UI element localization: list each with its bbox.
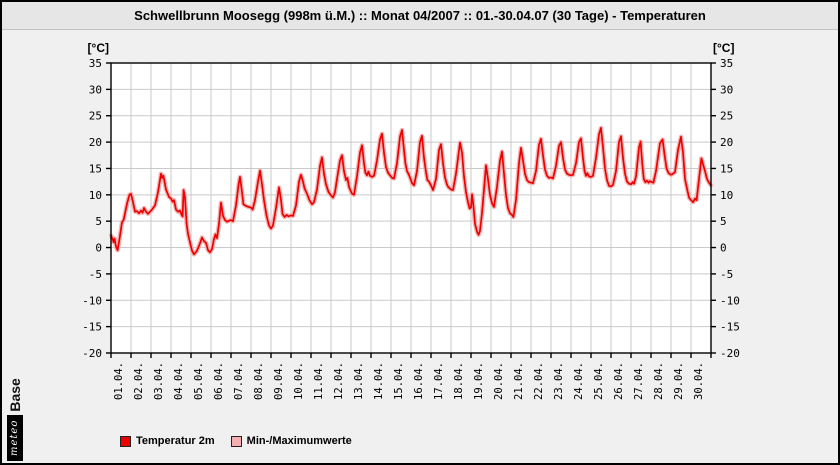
legend-item-minmax: Min-/Maximumwerte bbox=[230, 435, 352, 447]
minmax-swatch-icon bbox=[230, 435, 242, 447]
y-tick-label-left: 20 bbox=[89, 136, 102, 149]
x-tick-label: 04.04. bbox=[173, 362, 185, 400]
y-tick-label-left: -10 bbox=[82, 294, 102, 307]
y-axis-unit-left: [°C] bbox=[88, 41, 109, 55]
x-tick-label: 22.04. bbox=[533, 362, 545, 400]
y-tick-label-right: 0 bbox=[720, 242, 727, 255]
x-tick-label: 20.04. bbox=[493, 362, 505, 400]
x-tick-label: 28.04. bbox=[653, 362, 665, 400]
x-tick-label: 09.04. bbox=[273, 362, 285, 400]
y-tick-label-right: 30 bbox=[720, 83, 733, 96]
x-tick-label: 14.04. bbox=[373, 362, 385, 400]
x-tick-label: 19.04. bbox=[473, 362, 485, 400]
y-tick-label-left: 25 bbox=[89, 110, 102, 123]
x-tick-label: 16.04. bbox=[413, 362, 425, 400]
legend-label-minmax: Min-/Maximumwerte bbox=[246, 435, 352, 447]
y-tick-label-left: 0 bbox=[95, 242, 102, 255]
meteobase-logo: meteo Base bbox=[5, 369, 27, 461]
x-tick-label: 18.04. bbox=[453, 362, 465, 400]
y-tick-label-right: -5 bbox=[720, 268, 733, 281]
x-tick-label: 06.04. bbox=[213, 362, 225, 400]
y-tick-label-right: 20 bbox=[720, 136, 733, 149]
x-tick-label: 27.04. bbox=[633, 362, 645, 400]
y-tick-label-right: 10 bbox=[720, 189, 733, 202]
y-tick-label-left: 5 bbox=[95, 215, 102, 228]
legend: Temperatur 2m Min-/Maximumwerte bbox=[120, 435, 352, 447]
temperature-line bbox=[110, 127, 712, 256]
y-tick-label-right: -10 bbox=[720, 294, 740, 307]
x-tick-label: 21.04. bbox=[513, 362, 525, 400]
x-tick-label: 07.04. bbox=[233, 362, 245, 400]
x-tick-label: 05.04. bbox=[193, 362, 205, 400]
x-tick-label: 03.04. bbox=[153, 362, 165, 400]
legend-label-temperature: Temperatur 2m bbox=[136, 435, 215, 447]
y-tick-label-left: -20 bbox=[82, 347, 102, 360]
y-tick-label-right: 35 bbox=[720, 57, 733, 70]
y-tick-label-left: 30 bbox=[89, 83, 102, 96]
x-tick-label: 01.04. bbox=[113, 362, 125, 400]
temperature-swatch-icon bbox=[120, 435, 131, 447]
page-title: Schwellbrunn Moosegg (998m ü.M.) :: Mona… bbox=[134, 8, 706, 23]
y-tick-label-right: 15 bbox=[720, 162, 733, 175]
x-tick-label: 11.04. bbox=[313, 362, 325, 400]
x-tick-label: 29.04. bbox=[673, 362, 685, 400]
y-tick-label-right: -20 bbox=[720, 347, 740, 360]
y-tick-label-right: 25 bbox=[720, 110, 733, 123]
x-tick-label: 23.04. bbox=[553, 362, 565, 400]
y-tick-label-left: -15 bbox=[82, 321, 102, 334]
x-tick-label: 12.04. bbox=[333, 362, 345, 400]
y-tick-label-left: -5 bbox=[89, 268, 102, 281]
title-bar: Schwellbrunn Moosegg (998m ü.M.) :: Mona… bbox=[2, 2, 838, 30]
x-tick-label: 30.04. bbox=[693, 362, 705, 400]
x-tick-label: 26.04. bbox=[613, 362, 625, 400]
y-tick-label-left: 10 bbox=[89, 189, 102, 202]
x-tick-label: 25.04. bbox=[593, 362, 605, 400]
x-tick-label: 13.04. bbox=[353, 362, 365, 400]
y-tick-label-right: 5 bbox=[720, 215, 727, 228]
legend-item-temperature: Temperatur 2m bbox=[120, 435, 215, 447]
meteo-logo-text: meteo bbox=[7, 414, 23, 461]
x-tick-label: 10.04. bbox=[293, 362, 305, 400]
x-tick-label: 15.04. bbox=[393, 362, 405, 400]
base-logo-text: Base bbox=[7, 378, 23, 412]
y-tick-label-right: -15 bbox=[720, 321, 740, 334]
y-axis-unit-right: [°C] bbox=[713, 41, 734, 55]
x-tick-label: 02.04. bbox=[133, 362, 145, 400]
y-tick-label-left: 15 bbox=[89, 162, 102, 175]
x-tick-label: 08.04. bbox=[253, 362, 265, 400]
y-tick-label-left: 35 bbox=[89, 57, 102, 70]
x-tick-label: 24.04. bbox=[573, 362, 585, 400]
x-tick-label: 17.04. bbox=[433, 362, 445, 400]
temperature-chart: 35 35 30 30 25 25 20 20 15 15 10 10 5 5 0 0 -5 -5 -10 -10 -1… bbox=[82, 41, 740, 400]
